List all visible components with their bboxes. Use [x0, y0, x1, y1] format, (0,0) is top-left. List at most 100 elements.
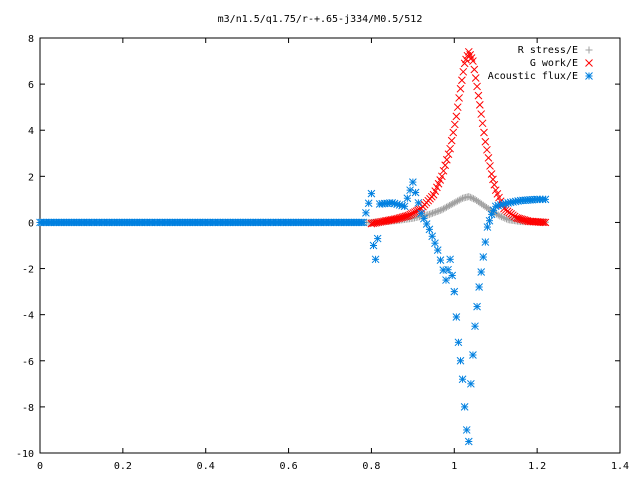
- data-point: [486, 162, 494, 170]
- data-point: [494, 211, 502, 219]
- y-tick-label: 8: [28, 34, 34, 45]
- y-tick-label: 2: [28, 172, 34, 183]
- data-point: [444, 265, 452, 274]
- data-point: [386, 216, 394, 224]
- x-tick-label: 1.2: [528, 461, 546, 472]
- data-point: [477, 110, 486, 118]
- data-point: [478, 119, 487, 128]
- y-tick-label: -6: [22, 357, 34, 368]
- data-point: [449, 200, 457, 208]
- data-point: [383, 216, 391, 225]
- data-point: [473, 82, 481, 91]
- data-point: [462, 426, 471, 434]
- data-point: [442, 276, 450, 284]
- data-point: [439, 166, 448, 175]
- data-point: [450, 120, 459, 129]
- data-point: [444, 202, 452, 210]
- data-point: [425, 225, 434, 234]
- data-point: [433, 207, 441, 215]
- legend-label: G work/E: [530, 58, 578, 69]
- data-point: [485, 216, 494, 225]
- data-point: [409, 178, 417, 186]
- data-point: [448, 271, 457, 280]
- data-point: [431, 239, 439, 248]
- data-point: [389, 215, 398, 224]
- data-point: [466, 193, 474, 201]
- data-point: [477, 268, 486, 276]
- data-point: [446, 255, 454, 264]
- plot-area-border: [39, 37, 621, 454]
- data-point: [433, 246, 442, 254]
- data-point: [439, 205, 447, 213]
- data-point: [425, 210, 433, 218]
- data-point: [454, 338, 463, 347]
- y-tick-label: 4: [28, 126, 34, 137]
- data-point: [403, 194, 412, 203]
- y-tick-label: 0: [28, 218, 34, 229]
- data-point: [481, 238, 490, 246]
- data-point: [449, 128, 458, 137]
- data-point: [441, 204, 449, 212]
- data-point: [484, 154, 493, 162]
- x-tick-label: 0.4: [197, 461, 215, 472]
- x-tick-label: 1.4: [611, 461, 629, 472]
- data-point: [475, 283, 483, 291]
- data-point: [432, 208, 440, 216]
- data-point: [447, 136, 456, 145]
- data-point: [456, 356, 465, 365]
- data-point: [470, 65, 479, 74]
- data-point: [438, 206, 446, 214]
- data-point: [479, 253, 488, 261]
- legend: R stress/E G work/E Acoustic flux/E: [488, 45, 593, 82]
- data-point: [467, 379, 475, 388]
- x-tick-label: 0: [37, 461, 43, 472]
- x-tick-label: 0.8: [362, 461, 380, 472]
- data-point: [483, 223, 492, 231]
- data-point: [499, 213, 507, 221]
- data-point: [428, 232, 437, 241]
- data-point: [501, 214, 509, 222]
- data-point: [452, 313, 461, 321]
- data-point: [387, 215, 396, 224]
- data-point: [446, 201, 454, 209]
- data-point: [480, 128, 488, 137]
- data-point: [441, 161, 450, 170]
- series-1: [367, 47, 550, 228]
- data-point: [539, 218, 548, 227]
- data-point: [435, 207, 443, 215]
- data-point: [364, 199, 373, 208]
- data-point: [359, 218, 367, 227]
- data-point: [369, 241, 378, 250]
- data-point: [460, 403, 469, 411]
- data-point: [414, 198, 423, 207]
- data-point: [429, 209, 437, 217]
- x-tick-label: 1: [451, 461, 457, 472]
- chart-title: m3/n1.5/q1.75/r-+.65-j334/M0.5/512: [218, 14, 423, 25]
- data-point: [498, 213, 506, 221]
- data-point: [502, 215, 510, 223]
- data-point: [430, 209, 438, 217]
- data-point: [465, 193, 473, 201]
- data-point: [380, 217, 388, 226]
- data-point: [471, 322, 479, 331]
- data-point: [541, 218, 550, 227]
- data-point: [450, 287, 459, 296]
- data-point: [436, 256, 445, 264]
- data-point: [457, 195, 465, 203]
- legend-marker: [585, 72, 593, 80]
- data-point: [490, 180, 499, 189]
- y-tick-label: -4: [22, 311, 34, 322]
- data-point: [400, 202, 409, 211]
- data-point: [411, 188, 420, 197]
- series-layer: [36, 47, 550, 446]
- data-point: [447, 201, 455, 209]
- data-point: [381, 217, 390, 225]
- data-point: [436, 206, 444, 214]
- legend-label: R stress/E: [518, 45, 578, 56]
- data-point: [367, 189, 376, 198]
- data-point: [455, 94, 463, 102]
- data-point: [443, 203, 451, 211]
- x-tick-label: 0.2: [114, 461, 132, 472]
- y-tick-label: -8: [22, 403, 34, 414]
